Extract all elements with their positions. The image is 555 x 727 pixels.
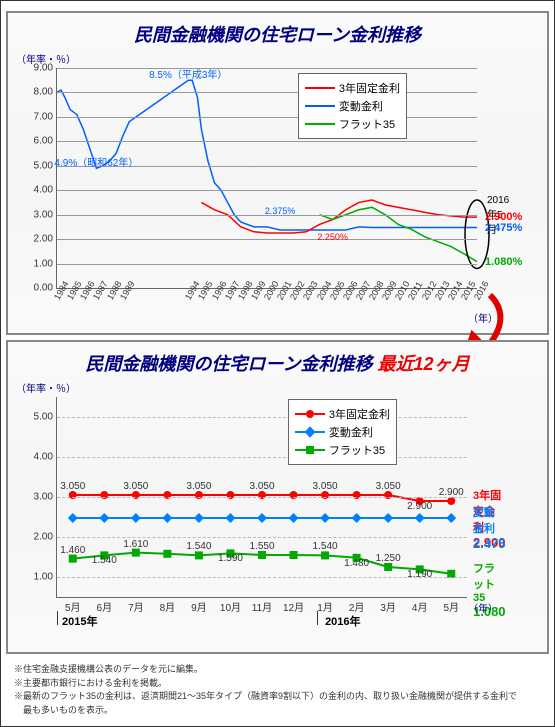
xtick: 5月 [443,597,459,614]
legend-label: 変動金利 [339,98,383,114]
bottom-xlabel: （年） [468,600,498,615]
data-label: 3.050 [186,481,211,492]
data-label: 1.250 [376,553,401,564]
callout-value: 2.475 [473,536,506,551]
footer-line: ※住宅金融支援機構公表のデータを元に編集。 [14,663,541,677]
callout-value: 2.475% [485,222,522,234]
data-label: 1.460 [60,545,85,556]
xtick: 12月 [283,597,304,614]
ytick: 6.00 [34,136,57,147]
ytick: 3.00 [34,209,57,220]
ytick: 9.00 [34,63,57,74]
bottom-ylabel: （年率・％） [16,380,76,395]
callout-title: 変動金利 [473,504,506,536]
ytick: 5.00 [34,412,57,423]
container: 民間金融機関の住宅ローン金利推移 （年率・％） 0.001.002.003.00… [0,0,555,727]
ytick: 1.00 [34,572,57,583]
bottom-title: 民間金融機関の住宅ローン金利推移 最近12ヶ月 [8,342,547,380]
footer-line: ※主要都市銀行における金利を掲載。 [14,677,541,691]
top-chart-area: 0.001.002.003.004.005.006.007.008.009.00… [56,68,477,289]
year-label: 2016年 [325,597,360,629]
xtick: 8月 [160,597,176,614]
data-label: 1.480 [344,558,369,569]
ytick: 2.00 [34,234,57,245]
data-label: 1.590 [218,553,243,564]
bottom-title-suffix: 最近12ヶ月 [378,354,470,374]
data-label: 1.540 [313,541,338,552]
data-label: 1.190 [407,569,432,580]
ytick: 1.00 [34,258,57,269]
ytick: 7.00 [34,111,57,122]
data-label: 1.610 [123,539,148,550]
footer-line: 最も多いものを表示。 [14,704,541,718]
xtick: 7月 [128,597,144,614]
data-label: 3.050 [376,481,401,492]
ytick: 3.00 [34,492,57,503]
ytick: 4.00 [34,452,57,463]
data-label: 3.050 [60,481,85,492]
xtick: 9月 [191,597,207,614]
legend-label: フラット35 [329,442,385,458]
top-legend: 3年固定金利変動金利フラット35 [298,73,407,139]
data-label: 1.550 [249,541,274,552]
ytick: 8.00 [34,87,57,98]
footer-notes: ※住宅金融支援機構公表のデータを元に編集。※主要都市銀行における金利を掲載。※最… [6,659,549,721]
callout-title: フラット35 [473,560,506,604]
callout-value: 1.080% [485,256,522,268]
xtick: 11月 [252,597,272,614]
year-label: 2015年 [62,597,97,629]
annotation: 2.250% [317,232,348,242]
legend-label: フラット35 [339,116,395,132]
xtick: 3月 [380,597,396,614]
bottom-legend: 3年固定金利変動金利フラット35 [288,399,397,465]
annotation: 2.375% [265,206,296,216]
legend-label: 3年固定金利 [339,80,400,96]
legend-label: 3年固定金利 [329,406,390,422]
ytick: 2.00 [34,532,57,543]
bottom-chart-area: 1.002.003.004.005.005月6月7月8月9月10月11月12月1… [56,397,467,598]
bottom-title-text: 民間金融機関の住宅ローン金利推移 [85,354,372,374]
xtick: 4月 [412,597,428,614]
data-label: 3.050 [123,481,148,492]
xtick: 6月 [97,597,113,614]
data-label: 2.900 [407,501,432,512]
top-chart-svg [57,68,477,288]
data-label: 1.540 [186,541,211,552]
annotation: 4.9%（昭和62年） [54,154,138,169]
data-label: 3.050 [249,481,274,492]
bottom-panel: 民間金融機関の住宅ローン金利推移 最近12ヶ月 （年率・％） 1.002.003… [6,340,549,654]
annotation: 8.5%（平成3年） [149,66,227,81]
top-title: 民間金融機関の住宅ローン金利推移 [8,13,547,51]
legend-label: 変動金利 [329,424,373,440]
ytick: 4.00 [34,185,57,196]
footer-line: ※最新のフラット35の金利は、返済期間21～35年タイプ（融資率9割以下）の金利… [14,690,541,704]
data-label: 3.050 [313,481,338,492]
xtick: 10月 [220,597,241,614]
data-label: 2.900 [439,487,464,498]
data-label: 1.540 [92,555,117,566]
